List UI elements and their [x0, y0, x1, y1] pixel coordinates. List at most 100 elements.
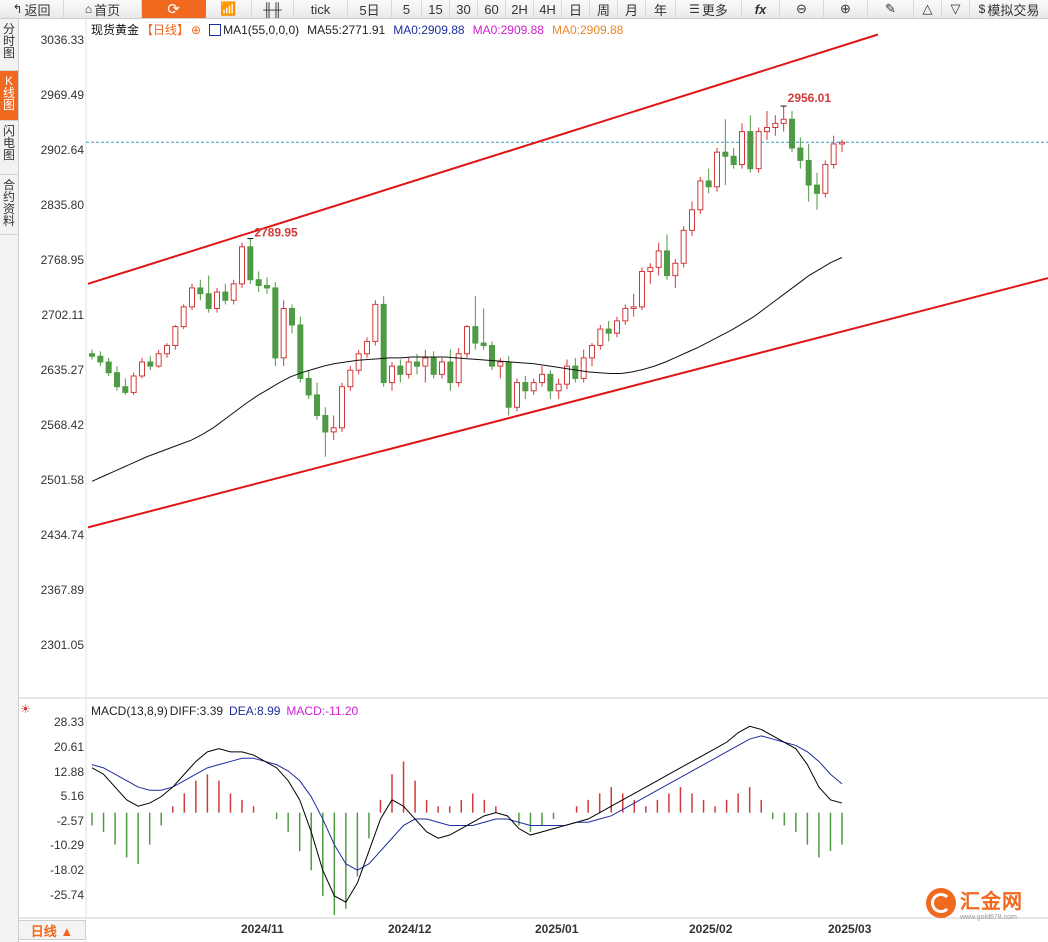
sim-trade-button[interactable]: $ 模拟交易	[978, 2, 1040, 18]
candle-body	[739, 131, 745, 166]
candle-body	[372, 303, 379, 342]
period-day[interactable]: 日	[562, 0, 590, 18]
bar-chart-icon: 📶	[220, 1, 237, 16]
price-tick: 2434.74	[40, 528, 84, 542]
candle-body	[722, 151, 729, 157]
price-tick: 3036.33	[40, 33, 84, 47]
period-4h[interactable]: 4H	[534, 0, 562, 18]
sidebar-item-kline[interactable]: K 线 图	[0, 71, 18, 121]
period-60[interactable]: 60	[478, 0, 506, 18]
period-tick[interactable]: tick	[294, 0, 348, 18]
candle-body	[189, 287, 195, 308]
candle-body	[430, 357, 437, 375]
candle-body	[772, 122, 779, 128]
diff-line	[91, 725, 843, 903]
candle-body	[789, 118, 795, 149]
period-2h[interactable]: 2H	[506, 0, 534, 18]
candle-body	[747, 131, 754, 170]
candle-body	[605, 328, 612, 334]
period-month[interactable]: 月	[618, 0, 646, 18]
indicator-icon[interactable]	[209, 23, 222, 36]
candle-body	[497, 361, 504, 367]
refresh-button[interactable]: ⟳	[142, 0, 206, 18]
dollar-icon: $	[978, 2, 986, 16]
candle-body	[239, 246, 245, 285]
ma0-value-magenta: MA0:2909.88	[472, 22, 544, 37]
candle-body	[455, 353, 462, 384]
period-select-button[interactable]: 日线 ▲	[18, 920, 86, 940]
candle-body	[205, 293, 212, 310]
sidebar-item-timeshare[interactable]: 分 时 图	[0, 19, 18, 71]
candle-body	[322, 414, 329, 433]
candle-body	[364, 340, 370, 355]
ma1-label: MA1(55,0,0,0)	[223, 22, 300, 37]
candle-body	[122, 386, 129, 393]
collapse-up-button[interactable]: △	[914, 0, 942, 18]
price-legend: 现货黄金 【日线】 ⊕ MA1(55,0,0,0) MA55:2771.91 M…	[91, 21, 623, 38]
candle-body	[97, 355, 104, 363]
dea-line	[91, 735, 843, 871]
zoom-out-button[interactable]: ⊖	[780, 0, 824, 18]
period-5d[interactable]: 5日	[348, 0, 392, 18]
macd-dea: DEA:8.99	[229, 704, 281, 718]
candle-body	[130, 375, 137, 393]
period-5[interactable]: 5	[392, 0, 422, 18]
draw-button[interactable]: ✎	[868, 0, 914, 18]
date-tick: 2024/11	[241, 922, 284, 936]
sidebar-item-contract[interactable]: 合 约 资 料	[0, 175, 18, 235]
candle-body	[655, 250, 662, 268]
date-tick: 2024/12	[388, 922, 432, 936]
period-week[interactable]: 周	[590, 0, 618, 18]
macd-tick: -10.29	[49, 838, 84, 852]
logo-circle-icon	[926, 888, 956, 918]
triangle-up-icon: △	[922, 1, 933, 16]
price-tick: 2635.27	[40, 363, 84, 377]
candle-body	[214, 291, 220, 310]
candle-body	[172, 326, 179, 347]
home-icon: ⌂	[84, 2, 93, 16]
more-button[interactable]: ☰ 更多	[676, 0, 742, 18]
candle-body	[689, 209, 695, 231]
ma0-value-blue: MA0:2909.88	[393, 22, 465, 37]
period-30[interactable]: 30	[450, 0, 478, 18]
macd-legend: MACD(13,8,9) DIFF:3.39 DEA:8.99 MACD:-11…	[91, 704, 358, 718]
ma0-value-orange: MA0:2909.88	[551, 22, 624, 37]
candle-body	[222, 291, 229, 301]
home-button[interactable]: ⌂ 首页	[64, 0, 142, 18]
candle-body	[830, 143, 837, 166]
period-year[interactable]: 年	[646, 0, 676, 18]
price-tick: 2702.11	[41, 308, 85, 322]
macd-settings-icon[interactable]: ☀	[20, 702, 31, 716]
back-button[interactable]: ↰ 返回	[0, 0, 64, 18]
left-sidebar: 分 时 图 K 线 图 闪 电 图 合 约 资 料	[0, 19, 19, 942]
macd-tick: -25.74	[49, 888, 84, 902]
collapse-down-button[interactable]: ▽	[942, 0, 970, 18]
macd-tick: -2.57	[56, 814, 84, 828]
date-tick: 2025/03	[828, 922, 872, 936]
candle-body	[114, 372, 120, 388]
settings-icon[interactable]: ⊕	[191, 22, 202, 37]
bar-chart-button[interactable]: 📶	[206, 0, 252, 18]
candle-body	[272, 287, 279, 359]
date-tick: 2025/02	[689, 922, 733, 936]
candle-body	[522, 382, 529, 392]
candle-body	[580, 357, 587, 379]
date-tick: 2025/01	[535, 922, 579, 936]
candle-body	[289, 308, 295, 326]
formula-button[interactable]: fx	[742, 0, 780, 18]
candle-body	[447, 361, 454, 384]
refresh-icon: ⟳	[167, 1, 180, 18]
candlestick-button[interactable]: ╫╫	[252, 0, 294, 18]
candle-body	[505, 361, 512, 408]
candle-body	[755, 131, 762, 170]
candle-body	[472, 326, 479, 344]
candle-body	[730, 155, 737, 166]
candle-body	[464, 326, 470, 355]
zoom-in-button[interactable]: ⊕	[824, 0, 868, 18]
sidebar-item-flash[interactable]: 闪 电 图	[0, 121, 18, 175]
candle-body	[614, 320, 620, 334]
period-15[interactable]: 15	[422, 0, 450, 18]
candle-body	[147, 361, 154, 367]
price-tick: 2969.49	[40, 88, 84, 102]
